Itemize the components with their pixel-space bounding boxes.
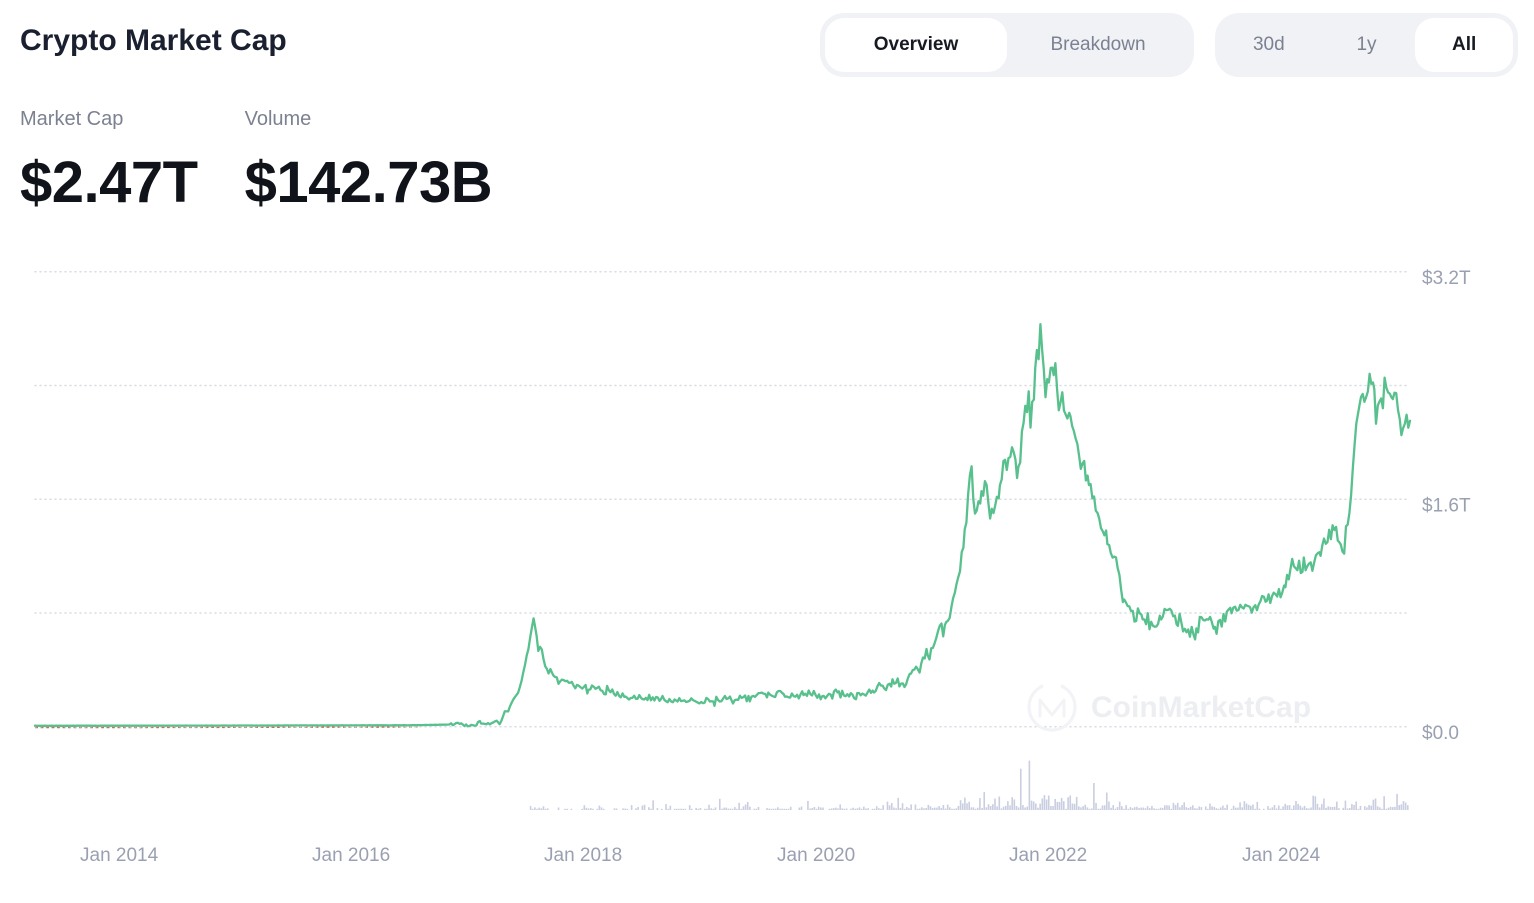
svg-text:Jan 2022: Jan 2022 <box>1009 845 1087 866</box>
svg-text:$0.0: $0.0 <box>1422 723 1459 744</box>
svg-text:Jan 2018: Jan 2018 <box>544 845 622 866</box>
svg-text:$3.2T: $3.2T <box>1422 268 1471 289</box>
svg-text:Jan 2024: Jan 2024 <box>1242 845 1321 866</box>
svg-text:Jan 2014: Jan 2014 <box>80 845 159 866</box>
svg-text:Jan 2016: Jan 2016 <box>312 845 390 866</box>
svg-text:Jan 2020: Jan 2020 <box>777 845 855 866</box>
svg-text:$1.6T: $1.6T <box>1422 496 1471 517</box>
